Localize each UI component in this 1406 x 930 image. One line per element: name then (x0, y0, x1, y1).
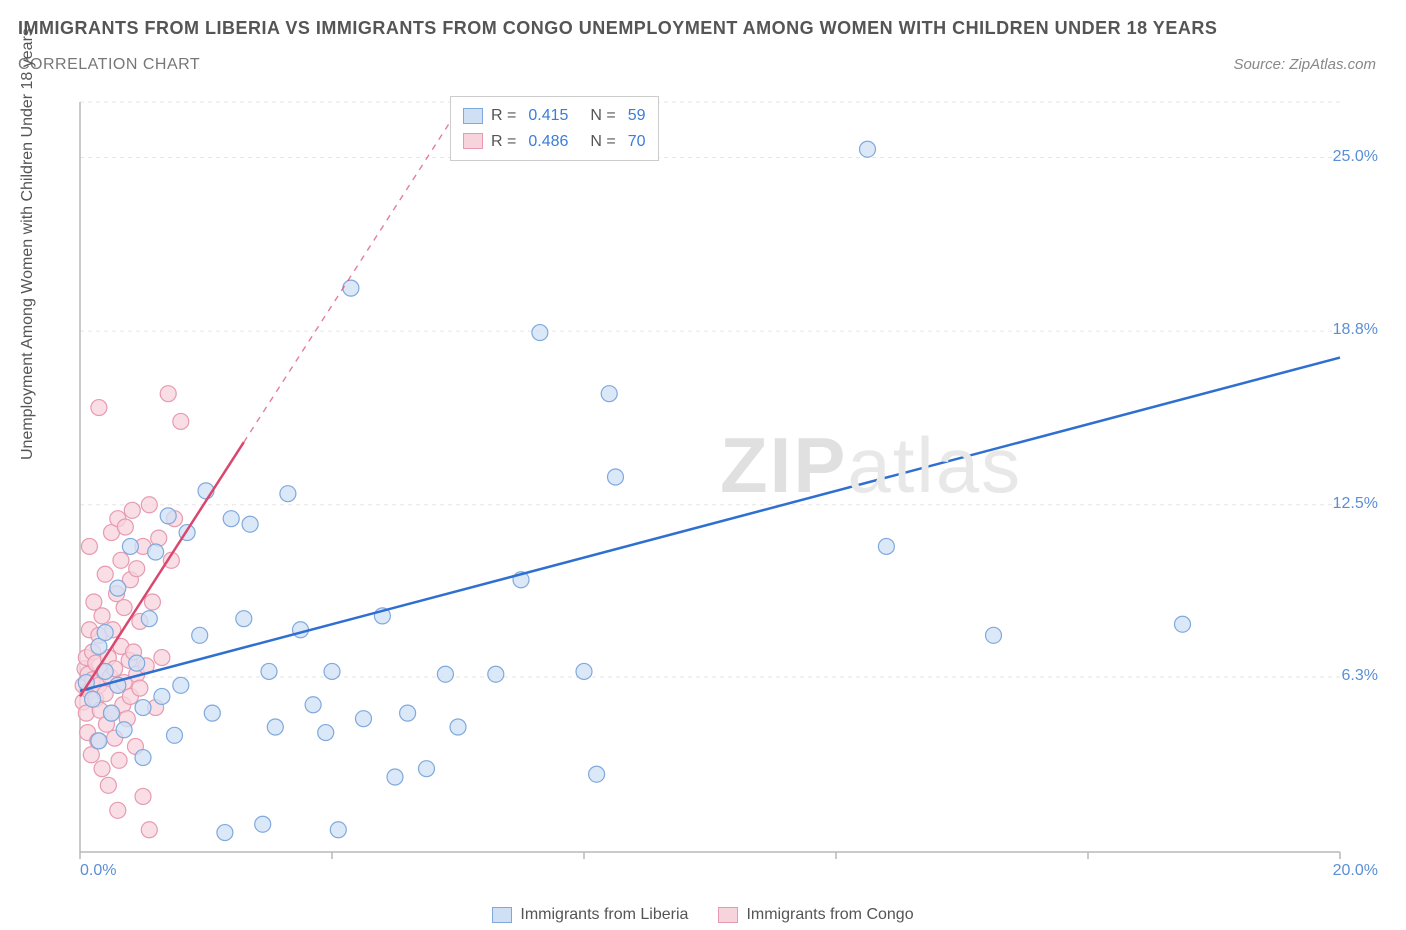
legend-label: Immigrants from Liberia (520, 906, 688, 924)
stats-legend-row: R = 0.415 N = 59 (463, 103, 646, 129)
stats-legend: R = 0.415 N = 59 R = 0.486 N = 70 (450, 96, 659, 161)
legend-swatch (463, 133, 483, 149)
y-axis-label: Unemployment Among Women with Children U… (19, 28, 37, 460)
legend-item: Immigrants from Congo (718, 906, 913, 924)
source-attribution: Source: ZipAtlas.com (1233, 56, 1376, 73)
stats-legend-row: R = 0.486 N = 70 (463, 129, 646, 155)
legend-swatch (463, 108, 483, 124)
chart-subtitle: CORRELATION CHART (18, 56, 200, 74)
y-tick-label: 25.0% (1333, 148, 1378, 166)
legend-r-label: R = (491, 103, 516, 129)
series-legend: Immigrants from Liberia Immigrants from C… (0, 906, 1406, 924)
x-tick-label: 0.0% (80, 862, 116, 880)
y-tick-label: 18.8% (1333, 321, 1378, 339)
plot-svg (60, 92, 1370, 882)
legend-label: Immigrants from Congo (746, 906, 913, 924)
legend-r-value: 0.486 (528, 129, 568, 155)
y-tick-label: 6.3% (1342, 667, 1378, 685)
legend-n-label: N = (590, 103, 615, 129)
legend-swatch (492, 907, 512, 923)
legend-swatch (718, 907, 738, 923)
legend-n-label: N = (590, 129, 615, 155)
legend-n-value: 70 (628, 129, 646, 155)
legend-r-value: 0.415 (528, 103, 568, 129)
legend-n-value: 59 (628, 103, 646, 129)
legend-item: Immigrants from Liberia (492, 906, 688, 924)
page-title: IMMIGRANTS FROM LIBERIA VS IMMIGRANTS FR… (18, 18, 1217, 39)
scatter-plot (60, 92, 1370, 882)
legend-r-label: R = (491, 129, 516, 155)
y-tick-label: 12.5% (1333, 495, 1378, 513)
x-tick-label: 20.0% (1333, 862, 1378, 880)
